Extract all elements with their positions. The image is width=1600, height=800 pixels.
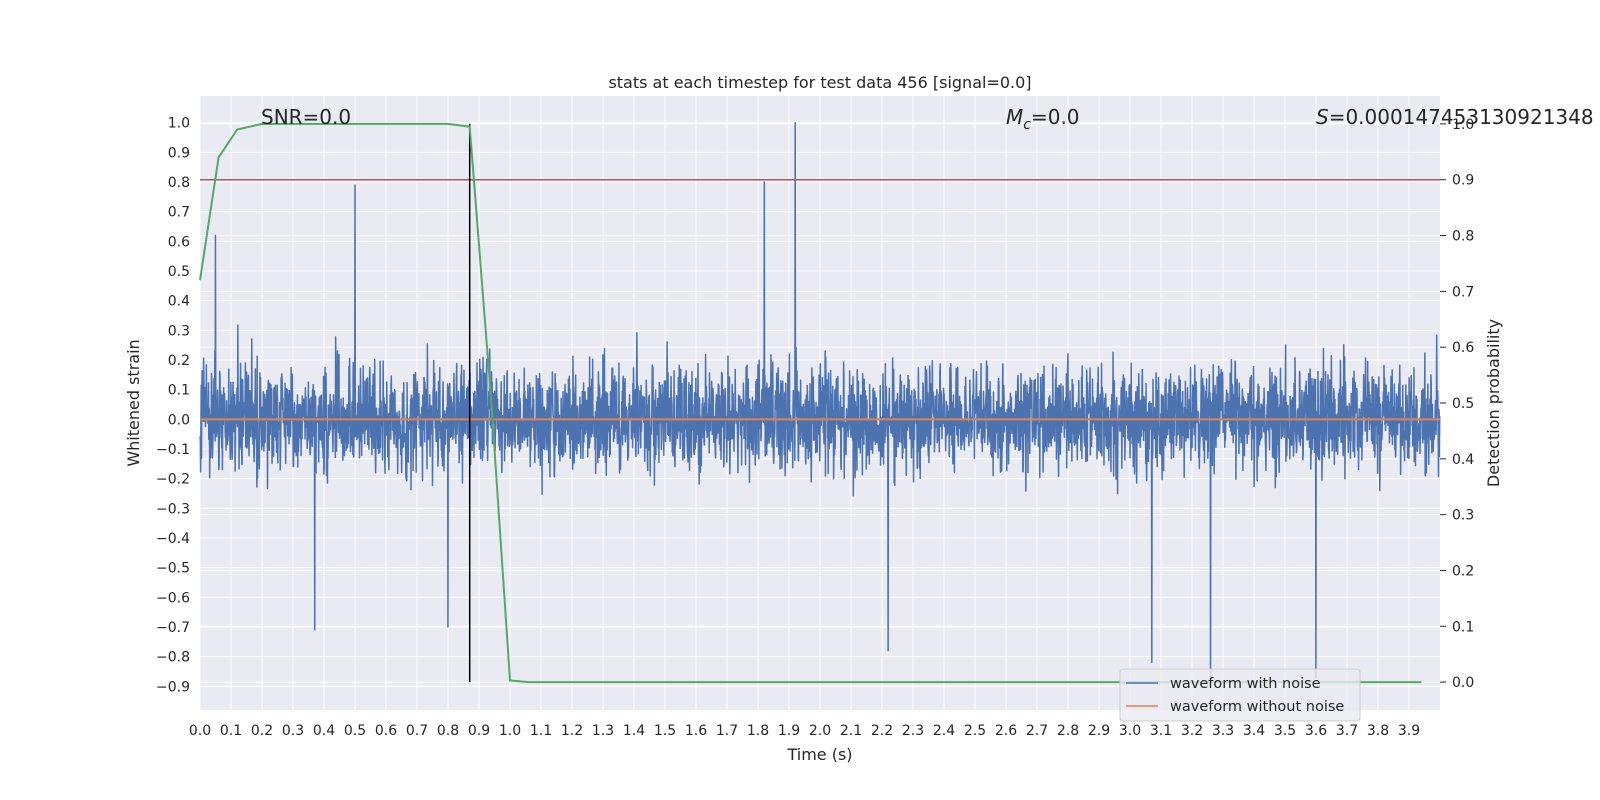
plot-area: [199, 121, 1441, 684]
x-tick-label: 1.2: [561, 723, 583, 739]
y2-tick-label: 0.5: [1452, 396, 1474, 412]
x-tick-label: 2.7: [1026, 723, 1048, 739]
snr-annotation: SNR=0.0: [261, 105, 351, 129]
x-tick-label: 1.9: [778, 723, 800, 739]
y2-tick-label: 0.3: [1452, 508, 1474, 524]
x-tick-label: 3.8: [1367, 723, 1389, 739]
chirp-mass-subscript: c: [1023, 117, 1031, 133]
chirp-mass-annotation: Mc=0.0: [1006, 105, 1080, 133]
x-tick-label: 2.2: [871, 723, 893, 739]
y-tick-label: −0.9: [156, 679, 190, 695]
x-tick-label: 0.4: [313, 723, 335, 739]
x-tick-label: 0.6: [375, 723, 397, 739]
legend-label-clean: waveform without noise: [1170, 699, 1344, 715]
y2-tick-label: 0.2: [1452, 563, 1474, 579]
x-tick-label: 1.3: [592, 723, 614, 739]
x-tick-label: 2.4: [933, 723, 955, 739]
y-tick-label: 0.2: [168, 353, 190, 369]
y2-tick-label: 0.1: [1452, 619, 1474, 635]
x-tick-label: 0.5: [344, 723, 366, 739]
x-tick-label: 1.7: [716, 723, 738, 739]
x-tick-label: 0.1: [220, 723, 242, 739]
x-tick-label: 2.1: [840, 723, 862, 739]
s-symbol: S: [1316, 105, 1329, 129]
y-tick-label: −0.6: [156, 590, 190, 606]
x-tick-label: 0.7: [406, 723, 428, 739]
y-tick-label: 0.1: [168, 383, 190, 399]
y2-tick-label: 0.9: [1452, 173, 1474, 189]
x-tick-label: 2.9: [1088, 723, 1110, 739]
x-tick-label: 1.6: [685, 723, 707, 739]
y-tick-label: 0.8: [168, 175, 190, 191]
y-tick-label: −0.3: [156, 501, 190, 517]
x-tick-label: 1.5: [654, 723, 676, 739]
x-tick-label: 0.0: [189, 723, 211, 739]
x-tick-label: 3.5: [1274, 723, 1296, 739]
y2-tick-label: 1.0: [1452, 117, 1474, 133]
x-tick-label: 2.3: [902, 723, 924, 739]
y-tick-label: −0.8: [156, 650, 190, 666]
y-tick-label: 0.5: [168, 264, 190, 280]
y-tick-label: 1.0: [168, 116, 190, 132]
y-tick-label: 0.6: [168, 234, 190, 250]
x-axis-ticks: 0.0 0.1 0.2 0.3 0.4 0.5 0.6 0.7 0.8 0.9 1.0 1.1 1.2 1…: [189, 723, 1420, 739]
y-tick-label: 0.4: [168, 294, 190, 310]
x-tick-label: 3.0: [1119, 723, 1141, 739]
y-tick-label: 0.9: [168, 145, 190, 161]
legend-box: [1119, 668, 1361, 722]
y-tick-label: 0.7: [168, 205, 190, 221]
y-tick-label: −0.4: [156, 531, 190, 547]
x-tick-label: 3.3: [1212, 723, 1234, 739]
x-tick-label: 2.6: [995, 723, 1017, 739]
x-tick-label: 3.7: [1336, 723, 1358, 739]
x-tick-label: 1.4: [623, 723, 645, 739]
y2-axis-ticks: 1.0 0.9 0.8 0.7 0.6 0.5 0.4 0.3 0.2 0.1 0.0: [1440, 117, 1474, 691]
y2-tick-label: 0.8: [1452, 229, 1474, 245]
x-tick-label: 0.9: [468, 723, 490, 739]
y-tick-label: −0.7: [156, 620, 190, 636]
y2-tick-label: 0.6: [1452, 340, 1474, 356]
s-value: =0.000147453130921348: [1329, 105, 1594, 129]
chirp-mass-value: =0.0: [1031, 105, 1080, 129]
x-tick-label: 2.8: [1057, 723, 1079, 739]
x-tick-label: 2.0: [809, 723, 831, 739]
x-tick-label: 3.6: [1305, 723, 1327, 739]
y-tick-label: 0.0: [168, 412, 190, 428]
y2-axis-label: Detection probability: [1484, 319, 1503, 487]
x-tick-label: 3.1: [1150, 723, 1172, 739]
legend-label-noise: waveform with noise: [1170, 676, 1321, 692]
x-tick-label: 0.8: [437, 723, 459, 739]
s-annotation: S=0.000147453130921348: [1316, 105, 1594, 129]
y2-tick-label: 0.4: [1452, 452, 1474, 468]
x-axis-label: Time (s): [786, 745, 852, 764]
x-tick-label: 0.3: [282, 723, 304, 739]
y-tick-label: −0.1: [156, 442, 190, 458]
y-axis-ticks: 1.0 0.9 0.8 0.7 0.6 0.5 0.4 0.3 0.2 0.1 0.0 −0.1 −0.…: [156, 116, 190, 696]
x-tick-label: 0.2: [251, 723, 273, 739]
y-tick-label: 0.3: [168, 323, 190, 339]
y-tick-label: −0.5: [156, 561, 190, 577]
series-detection-probability: [199, 122, 1422, 684]
y2-tick-label: 0.0: [1452, 675, 1474, 691]
x-tick-label: 3.2: [1181, 723, 1203, 739]
x-tick-label: 1.1: [530, 723, 552, 739]
x-tick-label: 3.9: [1398, 723, 1420, 739]
x-tick-label: 2.5: [964, 723, 986, 739]
y-axis-label: Whitened strain: [124, 339, 143, 466]
x-tick-label: 1.8: [747, 723, 769, 739]
y-tick-label: −0.2: [156, 472, 190, 488]
chart-title: stats at each timestep for test data 456…: [608, 73, 1031, 92]
x-tick-label: 1.0: [499, 723, 521, 739]
series-waveform-with-noise: [199, 121, 1441, 682]
y2-tick-label: 0.7: [1452, 284, 1474, 300]
chirp-mass-symbol: M: [1006, 105, 1023, 129]
legend: waveform with noise waveform without noi…: [1119, 668, 1361, 722]
x-tick-label: 3.4: [1243, 723, 1265, 739]
